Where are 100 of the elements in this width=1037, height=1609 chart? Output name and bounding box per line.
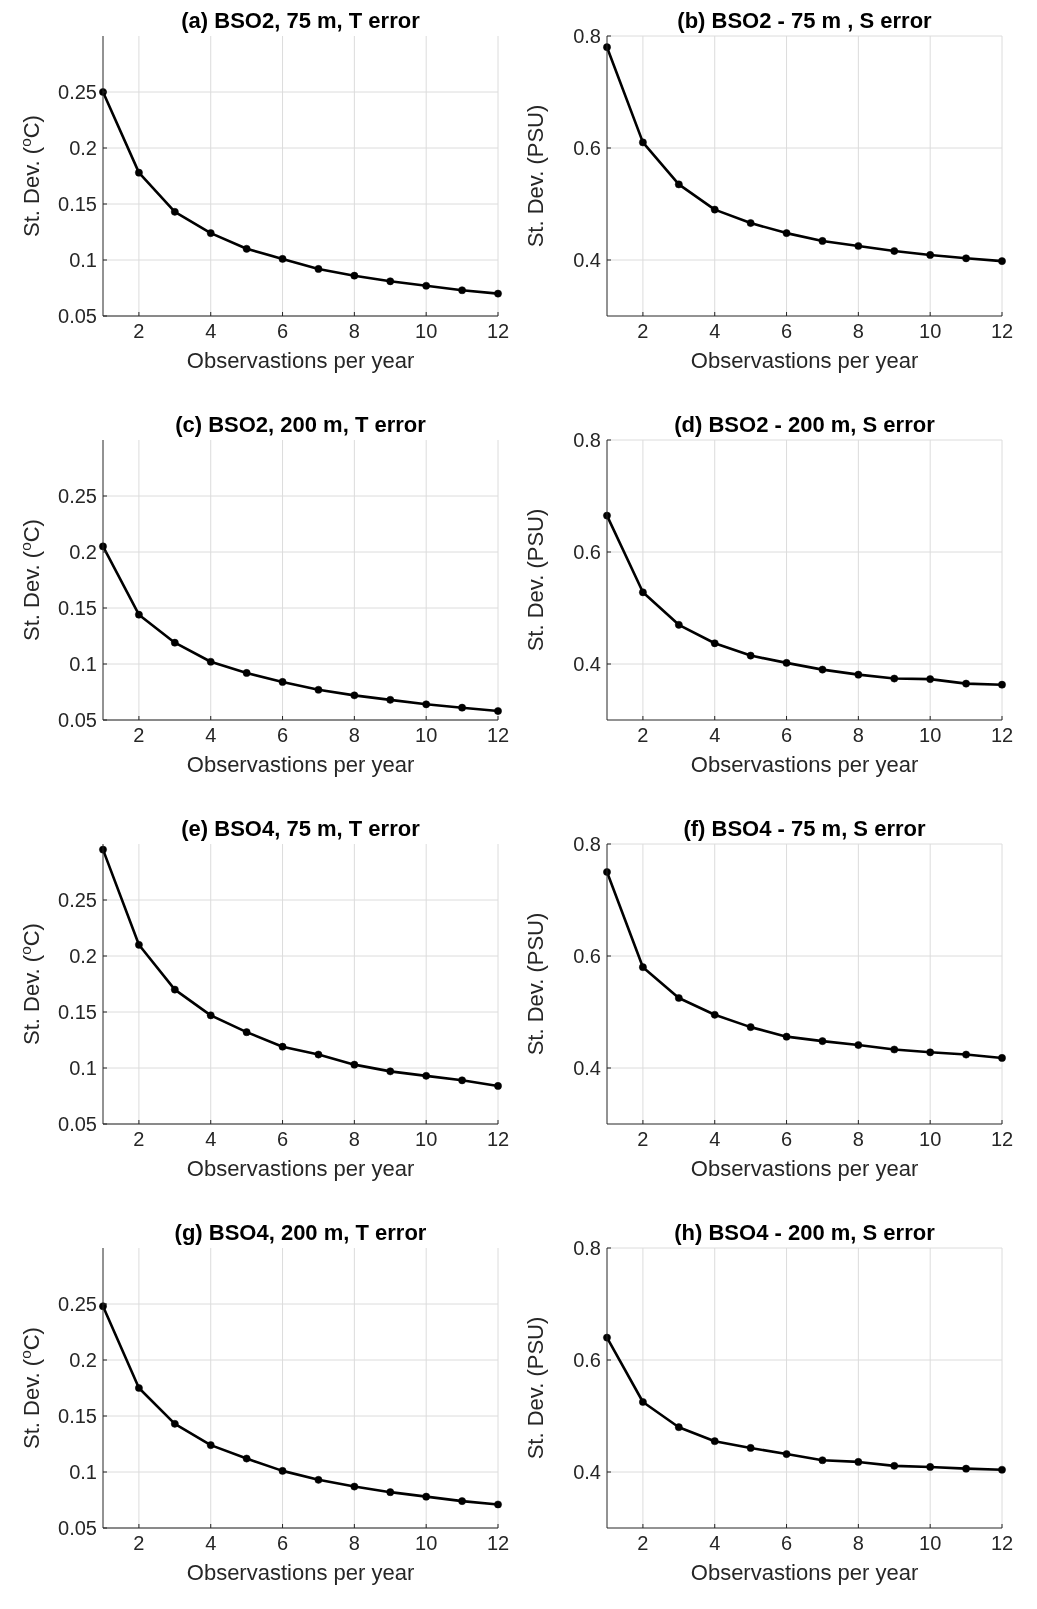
- point: [170, 1419, 179, 1428]
- x-axis-title: Observastions per year: [186, 348, 415, 373]
- x-tick-label: 4: [205, 1128, 217, 1150]
- y-axis-title: St. Dev. (PSU): [523, 104, 548, 248]
- x-tick-label: 10: [415, 320, 438, 342]
- y-tick-label: 0.8: [573, 833, 601, 855]
- point: [386, 1067, 395, 1076]
- x-tick-label: 2: [637, 320, 649, 342]
- y-axis-title: St. Dev. (PSU): [523, 912, 548, 1056]
- x-tick-label: 12: [486, 1128, 510, 1150]
- point: [926, 251, 935, 259]
- point: [386, 1488, 395, 1497]
- point: [782, 1450, 791, 1458]
- x-tick-label: 2: [133, 724, 145, 746]
- x-tick-label: 10: [919, 1128, 942, 1150]
- x-tick-label: 10: [919, 320, 942, 342]
- x-tick-label: 8: [348, 724, 360, 746]
- y-tick-label: 0.6: [573, 1349, 601, 1371]
- y-tick-label: 0.6: [573, 137, 601, 159]
- y-tick-label: 0.25: [58, 889, 97, 911]
- point: [962, 1050, 970, 1059]
- point: [710, 1437, 719, 1446]
- x-tick-label: 4: [709, 1128, 721, 1150]
- point: [710, 639, 719, 648]
- point: [998, 257, 1006, 265]
- x-tick-label: 12: [486, 1532, 510, 1554]
- y-tick-label: 0.25: [58, 1293, 97, 1315]
- x-axis-title: Observastions per year: [186, 1156, 415, 1181]
- point: [962, 679, 970, 688]
- y-tick-label: 0.6: [573, 945, 601, 967]
- point: [242, 244, 251, 253]
- x-tick-label: 6: [780, 1128, 793, 1150]
- point: [350, 271, 359, 280]
- point: [674, 180, 683, 189]
- y-tick-label: 0.4: [573, 653, 601, 675]
- y-tick-label: 0.1: [69, 1461, 97, 1483]
- y-tick-label: 0.4: [573, 1057, 601, 1079]
- point: [674, 1423, 683, 1432]
- x-tick-label: 4: [205, 724, 217, 746]
- y-axis-title: St. Dev. (PSU): [523, 508, 548, 652]
- point: [350, 1060, 359, 1069]
- x-tick-label: 6: [276, 1532, 289, 1554]
- point: [170, 638, 179, 647]
- y-axis-title: St. Dev. (PSU): [523, 1316, 548, 1460]
- y-tick-label: 0.2: [69, 137, 97, 159]
- point: [206, 1011, 215, 1020]
- x-tick-label: 4: [205, 1532, 217, 1554]
- y-tick-label: 0.05: [58, 305, 97, 327]
- x-axis-title: Observastions per year: [690, 1560, 919, 1585]
- point: [458, 703, 466, 712]
- x-tick-label: 6: [276, 724, 289, 746]
- point: [242, 1454, 251, 1463]
- x-tick-label: 12: [990, 1532, 1014, 1554]
- point: [458, 1497, 466, 1505]
- point: [206, 229, 215, 237]
- point: [998, 1054, 1006, 1062]
- x-tick-label: 10: [919, 724, 942, 746]
- y-tick-label: 0.05: [58, 1113, 97, 1135]
- x-tick-label: 4: [709, 724, 721, 746]
- point: [170, 207, 179, 216]
- point: [639, 1398, 647, 1406]
- chart-title: (f) BSO4 - 75 m, S error: [683, 816, 926, 841]
- point: [422, 1071, 431, 1080]
- y-tick-label: 0.15: [58, 1405, 97, 1427]
- point: [854, 1041, 863, 1049]
- x-tick-label: 10: [919, 1532, 942, 1554]
- point: [854, 670, 863, 679]
- x-tick-label: 12: [990, 724, 1014, 746]
- point: [639, 138, 647, 147]
- y-tick-label: 0.05: [58, 1517, 97, 1539]
- point: [818, 237, 827, 245]
- point: [926, 1048, 935, 1057]
- point: [422, 700, 431, 709]
- y-tick-label: 0.2: [69, 1349, 97, 1371]
- x-axis-title: Observastions per year: [690, 348, 919, 373]
- point: [135, 940, 143, 949]
- point: [314, 685, 323, 694]
- point: [494, 1082, 502, 1090]
- point: [422, 281, 431, 290]
- y-tick-label: 0.15: [58, 193, 97, 215]
- point: [494, 707, 502, 715]
- x-tick-label: 8: [852, 1128, 864, 1150]
- y-tick-label: 0.4: [573, 249, 601, 271]
- x-tick-label: 4: [709, 320, 721, 342]
- point: [314, 1050, 323, 1059]
- x-tick-label: 6: [780, 320, 793, 342]
- y-tick-label: 0.25: [58, 485, 97, 507]
- y-tick-label: 0.15: [58, 1001, 97, 1023]
- x-tick-label: 4: [709, 1532, 721, 1554]
- x-tick-label: 4: [205, 320, 217, 342]
- x-tick-label: 12: [486, 724, 510, 746]
- point: [278, 255, 287, 263]
- x-tick-label: 12: [990, 320, 1014, 342]
- point: [710, 1010, 719, 1019]
- point: [135, 610, 143, 619]
- point: [854, 1458, 863, 1466]
- point: [890, 1045, 899, 1054]
- y-tick-label: 0.1: [69, 249, 97, 271]
- point: [458, 1076, 466, 1085]
- x-tick-label: 2: [133, 1532, 145, 1554]
